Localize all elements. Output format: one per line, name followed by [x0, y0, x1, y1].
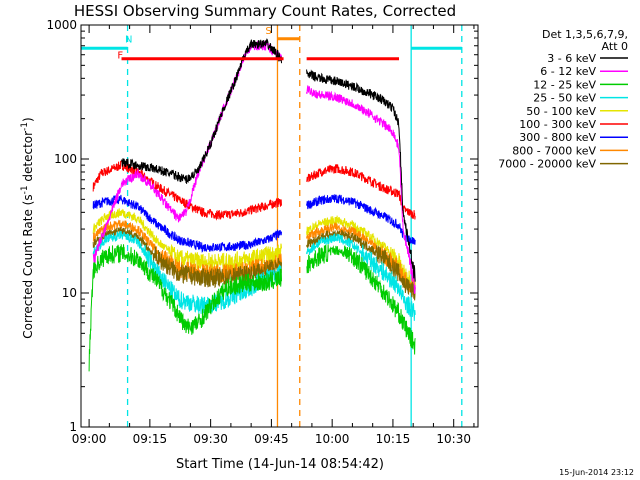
legend-label-1: 6 - 12 keV: [540, 65, 596, 78]
series-line-8-seg-1: [306, 69, 416, 282]
axes-frame: [80, 24, 479, 428]
annotation-f: F: [117, 51, 123, 62]
y-tick-label-0: 1: [69, 420, 77, 434]
series-line-6-seg-0: [88, 244, 282, 372]
series-line-0-seg-1: [306, 164, 416, 220]
x-tick-label-3: 09:45: [254, 432, 289, 446]
legend-label-5: 100 - 300 keV: [519, 118, 596, 131]
legend-header-2: Att 0: [602, 40, 628, 53]
footer-timestamp: 15-Jun-2014 23:12: [559, 468, 634, 477]
x-tick-label-2: 09:30: [193, 432, 228, 446]
y-axis-label-mid: detector: [21, 131, 35, 186]
series-line-8-seg-0: [121, 38, 282, 184]
plot-area: NF S 09:00 09:15 09:30 09:45 10:00 10:15 10:30 1 1…: [46, 18, 479, 446]
legend-label-4: 50 - 100 keV: [526, 105, 596, 118]
x-tick-label-1: 09:15: [133, 432, 168, 446]
series-line-1-seg-1: [306, 194, 416, 245]
y-axis-label-end: ): [21, 117, 35, 122]
legend-label-3: 25 - 50 keV: [533, 92, 596, 105]
chart-title: HESSI Observing Summary Count Rates, Cor…: [74, 2, 456, 20]
series-line-7-seg-1: [306, 85, 416, 294]
x-tick-label-4: 10:00: [315, 432, 350, 446]
x-tick-label-5: 10:15: [376, 432, 411, 446]
x-axis-label: Start Time (14-Jun-14 08:54:42): [176, 457, 384, 472]
y-tick-label-2: 100: [54, 152, 77, 166]
legend-label-2: 12 - 25 keV: [533, 78, 596, 91]
y-axis-label: Corrected Count Rate (s-1 detector-1): [20, 117, 35, 338]
x-tick-label-6: 10:30: [436, 432, 471, 446]
annotation-n: N: [125, 35, 132, 46]
series-line-6-seg-1: [306, 244, 416, 355]
y-tick-label-3: 1000: [46, 18, 77, 32]
series-line-5-seg-1: [306, 233, 416, 321]
legend-label-7: 800 - 7000 keV: [512, 144, 596, 157]
y-axis-label-sup1: -1: [20, 185, 30, 194]
annotation-s: S: [265, 26, 271, 37]
x-tick-label-0: 09:00: [72, 432, 107, 446]
legend-label-8: 7000 - 20000 keV: [498, 158, 596, 171]
series-line-5-seg-0: [92, 230, 282, 315]
y-axis-label-main: Corrected Count Rate (s: [21, 194, 35, 338]
series-line-4-seg-1: [306, 229, 416, 301]
series-line-1-seg-0: [92, 194, 282, 253]
legend-label-0: 3 - 6 keV: [547, 52, 596, 65]
legend-label-6: 300 - 800 keV: [519, 131, 596, 144]
legend-header-1: Det 1,3,5,6,7,9,: [542, 28, 628, 41]
y-tick-label-1: 10: [62, 286, 77, 300]
y-axis-label-sup2: -1: [20, 122, 30, 131]
